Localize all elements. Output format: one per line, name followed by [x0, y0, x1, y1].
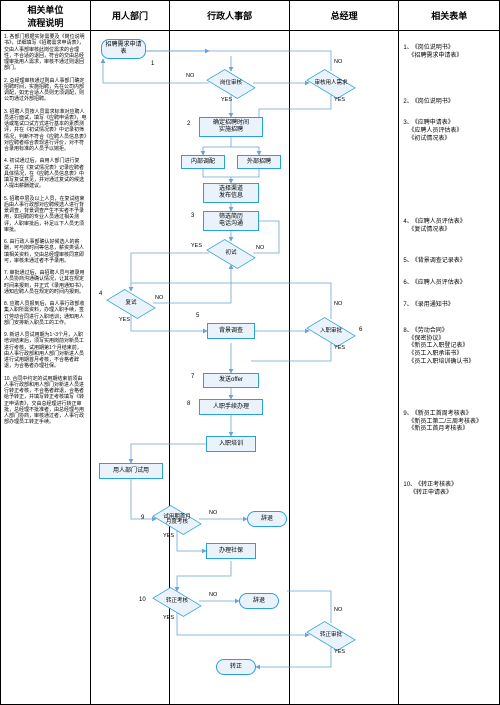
desc-p10: 10. 合同中约定的试用期结束前须由人事行政部和用人部门对新进人员进行转正考核，…: [4, 376, 87, 426]
desc-p2: 2. 总经理审核通过则由人事部门确定招聘时间，实施招聘，先在公司内部调配，如无合…: [4, 78, 87, 103]
desc-p5: 5. 招聘中层及以上人员，在复试结束后由人事行政部对应聘候选人进行背景调查，背景…: [4, 196, 87, 234]
desc-p4: 4. 初试通过后，由用人部门进行复试，并在《复试情况表》记录应聘者具体情况，在《…: [4, 158, 87, 189]
desc-p8: 8. 应聘人员报到后，由人事行政部收集入职所需资料，办理入职手续，签订劳动合同进…: [4, 301, 87, 326]
form-item-7: 7、《录用通知书》: [403, 302, 495, 310]
form-item-3: 3、《应聘申请表》 《应聘人员评估表》 《初试情况表》: [403, 120, 495, 143]
dept-column: [91, 31, 171, 705]
page: 相关单位 流程说明 用人部门 行政人事部 总经理 相关表单 1. 各部门根据实际…: [0, 0, 500, 705]
header-desc: 相关单位 流程说明: [1, 1, 91, 30]
header-gm: 总经理: [290, 1, 400, 30]
forms-column: 1、《岗位说明书》 《招聘需求申请表》 2、《岗位说明书》 3、《应聘申请表》 …: [399, 31, 499, 705]
form-item-5: 5、《背景调查记录表》: [403, 258, 495, 266]
header-forms: 相关表单: [399, 1, 499, 30]
desc-p6: 6. 由行政人事部确认好候选人的薪酬，可与岗时间等信息，薪资类请人填相关资料，交…: [4, 239, 87, 264]
form-item-10: 10、《转正考核表》 《转正申请表》: [403, 482, 495, 498]
desc-p1: 1. 各部门根据实际需要及《岗位说明书》，详细填写《招聘需求申请表》，交由人事部…: [4, 34, 87, 72]
form-item-4: 4、《应聘人员评估表》 《复试情况表》: [403, 219, 495, 235]
description-column: 1. 各部门根据实际需要及《岗位说明书》，详细填写《招聘需求申请表》，交由人事部…: [1, 31, 91, 705]
form-item-9: 9、《新员工首周考核表》 《新员工第二/三周考核表》 《新员工首月考核表》: [403, 411, 495, 434]
header-row: 相关单位 流程说明 用人部门 行政人事部 总经理 相关表单: [1, 1, 499, 31]
body-row: 1. 各部门根据实际需要及《岗位说明书》，详细填写《招聘需求申请表》，交由人事部…: [1, 31, 499, 705]
desc-p9: 9. 新进人员试用期为1~3个月，入职培训结束后，须写实用岗前对新员工进行考核，…: [4, 332, 87, 370]
desc-p7: 7. 审批通过后，由招聘人员与被录用人员协商沟通确认情况，让其在规定时间来报到，…: [4, 270, 87, 295]
header-dept: 用人部门: [91, 1, 171, 30]
form-item-6: 6、《应聘人员评估表》: [403, 280, 495, 288]
hr-column: [170, 31, 290, 705]
header-hr: 行政人事部: [170, 1, 290, 30]
gm-column: [290, 31, 400, 705]
form-item-2: 2、《岗位说明书》: [403, 99, 495, 107]
form-item-1: 1、《岗位说明书》 《招聘需求申请表》: [403, 45, 495, 61]
desc-p3: 3. 招聘人员按人员需求标准对应聘人员进行面试，填写《应聘申请表》，电话或笔试口…: [4, 109, 87, 153]
form-item-8: 8、《劳动合同》 《保密协议》 《新员工入职登记表》 《员工入职承诺书》 《员工…: [403, 328, 495, 367]
